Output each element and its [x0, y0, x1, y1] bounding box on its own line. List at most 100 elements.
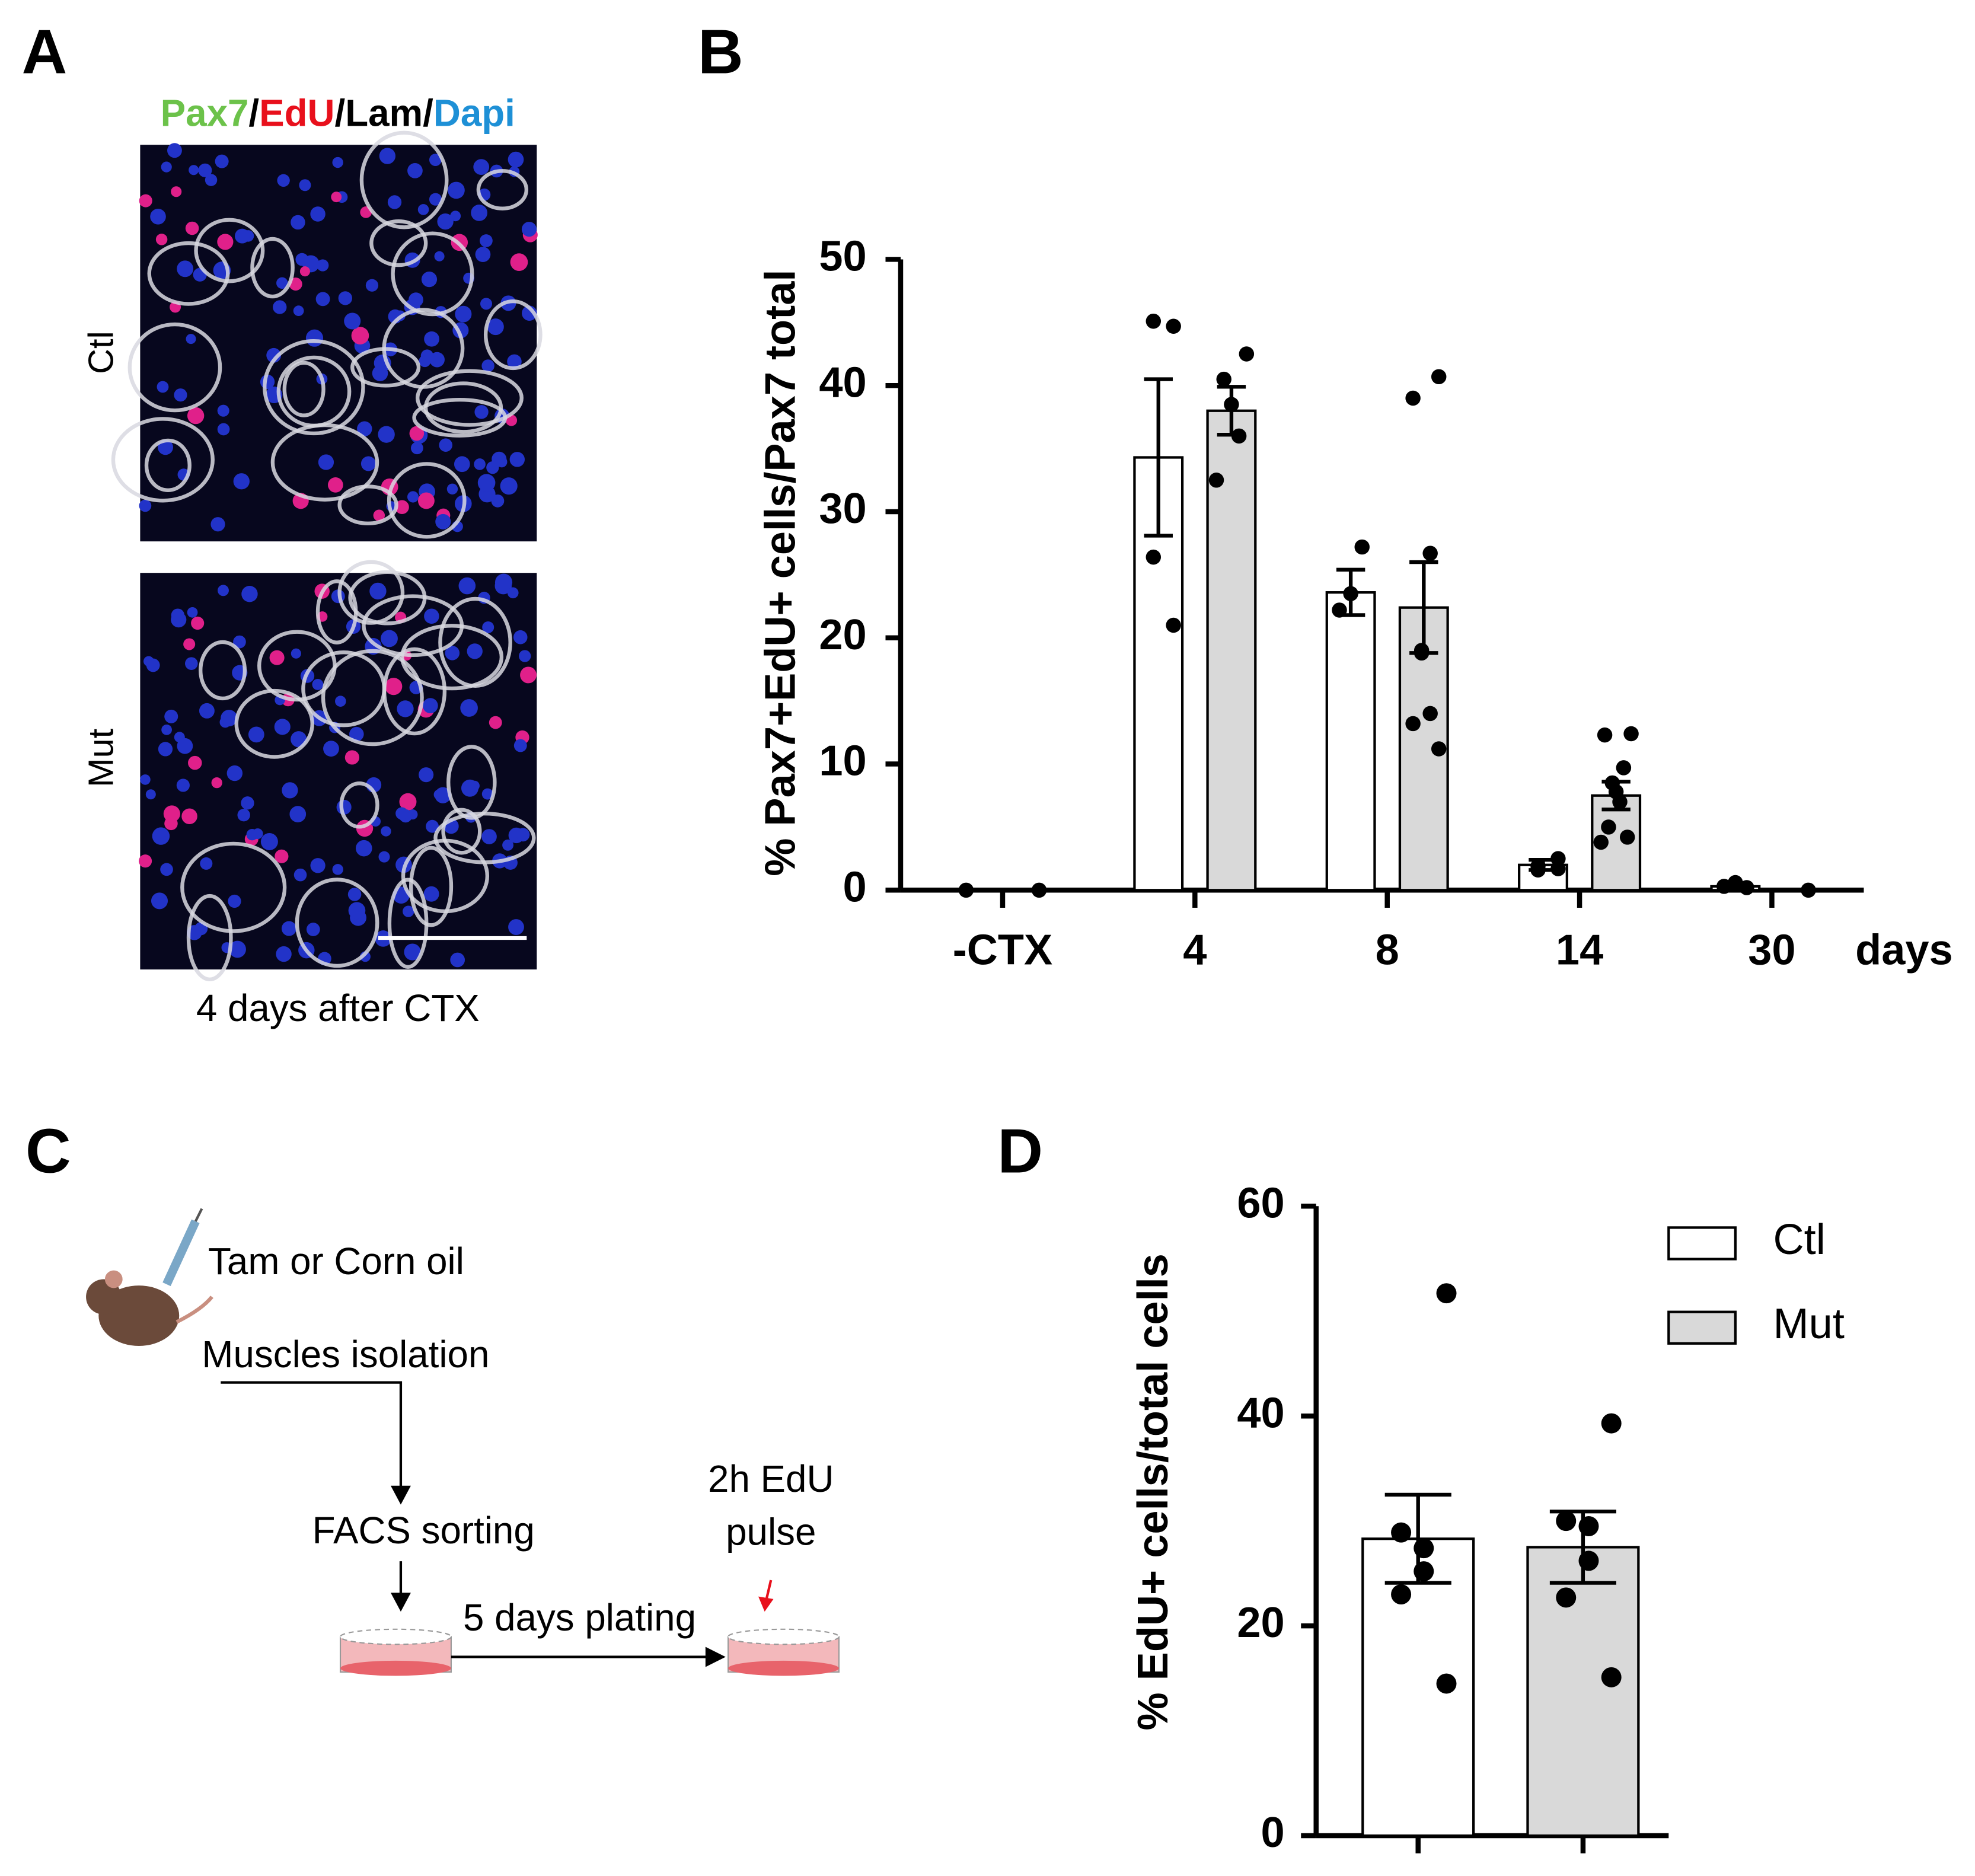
- nucleus: [477, 474, 496, 492]
- nucleus: [349, 726, 364, 742]
- nucleus: [502, 839, 513, 851]
- data-point: [1601, 819, 1616, 835]
- data-point: [1436, 1673, 1457, 1694]
- nucleus: [344, 312, 361, 330]
- nucleus: [387, 195, 402, 209]
- nucleus: [381, 630, 398, 647]
- nucleus: [434, 251, 445, 261]
- nucleus: [171, 186, 182, 197]
- nucleus: [338, 291, 352, 305]
- nucleus: [355, 840, 372, 857]
- nucleus: [395, 500, 409, 515]
- data-point: [1391, 1584, 1412, 1605]
- y-tick-label: 30: [819, 485, 866, 532]
- nucleus: [480, 234, 493, 247]
- nucleus: [161, 724, 172, 735]
- nucleus: [299, 266, 310, 277]
- nucleus: [276, 946, 292, 962]
- nucleus: [445, 646, 460, 661]
- data-point: [1716, 879, 1732, 894]
- nucleus: [205, 174, 218, 186]
- nucleus: [185, 657, 198, 670]
- nucleus: [237, 808, 250, 822]
- nucleus: [155, 234, 168, 245]
- y-tick-label: 0: [1261, 1809, 1284, 1856]
- y-tick-label: 20: [819, 611, 866, 659]
- nucleus: [295, 253, 309, 266]
- nucleus: [424, 331, 439, 347]
- nucleus: [181, 808, 197, 825]
- fiber: [270, 423, 379, 502]
- stain-label: Pax7/EdU/Lam/Dapi: [161, 92, 515, 134]
- nucleus: [293, 868, 307, 882]
- fiber: [359, 130, 449, 229]
- nucleus: [357, 421, 372, 436]
- dish-medium: [728, 1660, 839, 1676]
- nucleus: [183, 638, 196, 650]
- data-point: [1391, 1522, 1412, 1543]
- nucleus: [347, 888, 362, 901]
- fiber: [337, 484, 398, 525]
- nucleus: [411, 442, 423, 455]
- fiber: [147, 241, 230, 306]
- nucleus: [344, 750, 359, 765]
- nucleus: [140, 774, 151, 785]
- data-point: [1231, 428, 1247, 444]
- nucleus: [417, 492, 435, 509]
- data-point: [1801, 882, 1816, 898]
- nucleus: [474, 458, 486, 470]
- nucleus: [454, 456, 470, 473]
- nucleus: [424, 608, 439, 624]
- y-tick-label: 0: [843, 863, 866, 911]
- syringe-needle: [194, 1208, 203, 1222]
- nucleus: [291, 648, 301, 659]
- nucleus: [139, 499, 152, 512]
- error-bar: [1144, 377, 1173, 538]
- nucleus: [200, 857, 213, 870]
- nucleus: [332, 864, 343, 875]
- fiber: [412, 398, 508, 438]
- nucleus: [500, 477, 518, 495]
- nucleus: [164, 709, 178, 723]
- nucleus: [217, 423, 230, 436]
- nucleus: [422, 698, 438, 713]
- nucleus: [241, 586, 258, 602]
- nucleus: [486, 461, 499, 474]
- nucleus: [419, 355, 431, 368]
- data-point: [1239, 346, 1255, 362]
- nucleus: [429, 154, 442, 167]
- data-point: [1601, 1667, 1622, 1687]
- nucleus: [519, 650, 531, 662]
- step-label: pulse: [726, 1511, 816, 1553]
- nucleus: [360, 456, 376, 471]
- nucleus: [510, 253, 528, 271]
- data-point: [1208, 473, 1224, 488]
- stain: /: [248, 92, 259, 134]
- fiber: [416, 369, 524, 427]
- nucleus: [421, 271, 438, 288]
- nucleus: [252, 828, 263, 840]
- nucleus: [507, 354, 522, 369]
- nucleus: [174, 388, 187, 402]
- nucleus: [157, 381, 169, 393]
- nucleus: [151, 892, 168, 910]
- data-point: [1728, 875, 1743, 891]
- legend-label: Mut: [1773, 1300, 1845, 1348]
- nucleus: [395, 807, 409, 820]
- nucleus: [508, 919, 524, 935]
- nucleus: [407, 491, 419, 503]
- fiber: [401, 838, 490, 914]
- stain: Pax7: [161, 92, 249, 134]
- y-axis-label: % Pax7+EdU+ cells/Pax7 total: [757, 270, 805, 876]
- nucleus: [217, 234, 234, 250]
- dish-rim: [339, 1628, 452, 1645]
- data-point: [1414, 1561, 1434, 1582]
- legend-swatch: [1667, 1310, 1737, 1345]
- nucleus: [487, 318, 504, 336]
- nucleus: [482, 621, 494, 633]
- nucleus: [417, 204, 429, 215]
- bar: [1526, 1546, 1640, 1837]
- nucleus: [458, 577, 476, 595]
- fiber: [337, 560, 405, 625]
- y-tick-label: 10: [819, 738, 866, 785]
